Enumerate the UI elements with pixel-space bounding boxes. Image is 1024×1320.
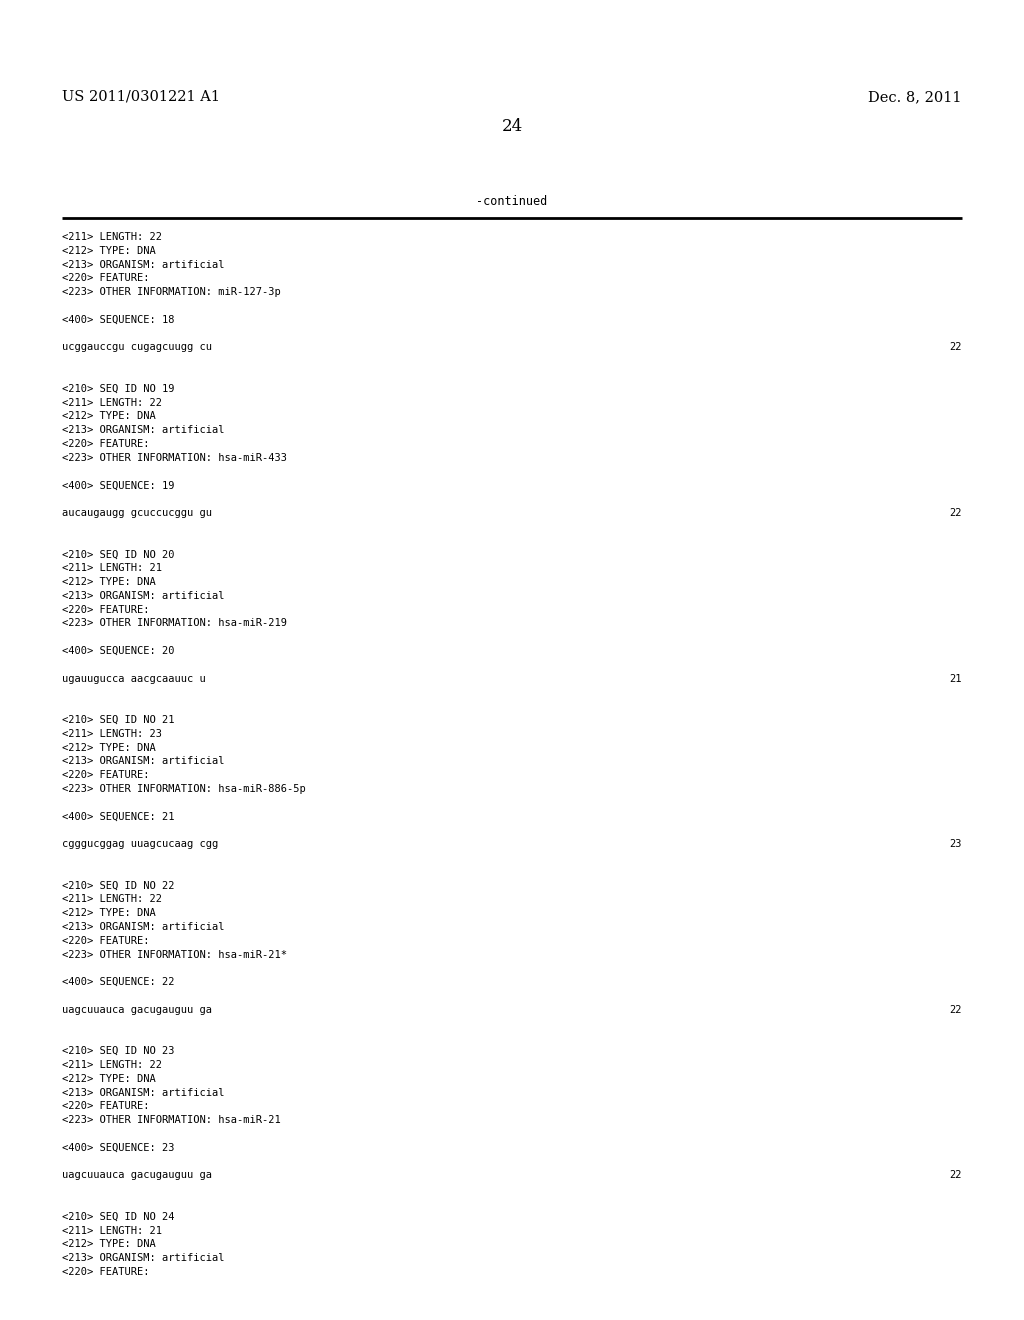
Text: <213> ORGANISM: artificial: <213> ORGANISM: artificial: [62, 756, 224, 767]
Text: <212> TYPE: DNA: <212> TYPE: DNA: [62, 577, 156, 587]
Text: <211> LENGTH: 21: <211> LENGTH: 21: [62, 1225, 162, 1236]
Text: <210> SEQ ID NO 24: <210> SEQ ID NO 24: [62, 1212, 174, 1222]
Text: <210> SEQ ID NO 21: <210> SEQ ID NO 21: [62, 715, 174, 725]
Text: <212> TYPE: DNA: <212> TYPE: DNA: [62, 743, 156, 752]
Text: <212> TYPE: DNA: <212> TYPE: DNA: [62, 1073, 156, 1084]
Text: <212> TYPE: DNA: <212> TYPE: DNA: [62, 246, 156, 256]
Text: <213> ORGANISM: artificial: <213> ORGANISM: artificial: [62, 1088, 224, 1098]
Text: uagcuuauca gacugauguu ga: uagcuuauca gacugauguu ga: [62, 1171, 212, 1180]
Text: <210> SEQ ID NO 19: <210> SEQ ID NO 19: [62, 384, 174, 393]
Text: <220> FEATURE:: <220> FEATURE:: [62, 605, 150, 615]
Text: <211> LENGTH: 22: <211> LENGTH: 22: [62, 397, 162, 408]
Text: Dec. 8, 2011: Dec. 8, 2011: [868, 90, 962, 104]
Text: <211> LENGTH: 22: <211> LENGTH: 22: [62, 232, 162, 242]
Text: aucaugaugg gcuccucggu gu: aucaugaugg gcuccucggu gu: [62, 508, 212, 517]
Text: <212> TYPE: DNA: <212> TYPE: DNA: [62, 1239, 156, 1250]
Text: 21: 21: [949, 673, 962, 684]
Text: <223> OTHER INFORMATION: hsa-miR-21: <223> OTHER INFORMATION: hsa-miR-21: [62, 1115, 281, 1125]
Text: <220> FEATURE:: <220> FEATURE:: [62, 770, 150, 780]
Text: <213> ORGANISM: artificial: <213> ORGANISM: artificial: [62, 260, 224, 269]
Text: <400> SEQUENCE: 19: <400> SEQUENCE: 19: [62, 480, 174, 491]
Text: <400> SEQUENCE: 23: <400> SEQUENCE: 23: [62, 1143, 174, 1152]
Text: 22: 22: [949, 342, 962, 352]
Text: <223> OTHER INFORMATION: hsa-miR-21*: <223> OTHER INFORMATION: hsa-miR-21*: [62, 949, 287, 960]
Text: 22: 22: [949, 508, 962, 517]
Text: <400> SEQUENCE: 18: <400> SEQUENCE: 18: [62, 314, 174, 325]
Text: cgggucggag uuagcucaag cgg: cgggucggag uuagcucaag cgg: [62, 840, 218, 849]
Text: <223> OTHER INFORMATION: hsa-miR-886-5p: <223> OTHER INFORMATION: hsa-miR-886-5p: [62, 784, 306, 795]
Text: <213> ORGANISM: artificial: <213> ORGANISM: artificial: [62, 591, 224, 601]
Text: ugauugucca aacgcaauuc u: ugauugucca aacgcaauuc u: [62, 673, 206, 684]
Text: <220> FEATURE:: <220> FEATURE:: [62, 1101, 150, 1111]
Text: -continued: -continued: [476, 195, 548, 209]
Text: <220> FEATURE:: <220> FEATURE:: [62, 1267, 150, 1276]
Text: <400> SEQUENCE: 22: <400> SEQUENCE: 22: [62, 977, 174, 987]
Text: 24: 24: [502, 117, 522, 135]
Text: <223> OTHER INFORMATION: hsa-miR-433: <223> OTHER INFORMATION: hsa-miR-433: [62, 453, 287, 463]
Text: 22: 22: [949, 1171, 962, 1180]
Text: <210> SEQ ID NO 23: <210> SEQ ID NO 23: [62, 1047, 174, 1056]
Text: <400> SEQUENCE: 21: <400> SEQUENCE: 21: [62, 812, 174, 821]
Text: <211> LENGTH: 23: <211> LENGTH: 23: [62, 729, 162, 739]
Text: 22: 22: [949, 1005, 962, 1015]
Text: US 2011/0301221 A1: US 2011/0301221 A1: [62, 90, 220, 104]
Text: <212> TYPE: DNA: <212> TYPE: DNA: [62, 412, 156, 421]
Text: <213> ORGANISM: artificial: <213> ORGANISM: artificial: [62, 921, 224, 932]
Text: <210> SEQ ID NO 20: <210> SEQ ID NO 20: [62, 549, 174, 560]
Text: <223> OTHER INFORMATION: hsa-miR-219: <223> OTHER INFORMATION: hsa-miR-219: [62, 618, 287, 628]
Text: <212> TYPE: DNA: <212> TYPE: DNA: [62, 908, 156, 919]
Text: <211> LENGTH: 22: <211> LENGTH: 22: [62, 1060, 162, 1071]
Text: <400> SEQUENCE: 20: <400> SEQUENCE: 20: [62, 645, 174, 656]
Text: <211> LENGTH: 21: <211> LENGTH: 21: [62, 564, 162, 573]
Text: ucggauccgu cugagcuugg cu: ucggauccgu cugagcuugg cu: [62, 342, 212, 352]
Text: <211> LENGTH: 22: <211> LENGTH: 22: [62, 895, 162, 904]
Text: <213> ORGANISM: artificial: <213> ORGANISM: artificial: [62, 425, 224, 436]
Text: <213> ORGANISM: artificial: <213> ORGANISM: artificial: [62, 1253, 224, 1263]
Text: 23: 23: [949, 840, 962, 849]
Text: <210> SEQ ID NO 22: <210> SEQ ID NO 22: [62, 880, 174, 891]
Text: <220> FEATURE:: <220> FEATURE:: [62, 273, 150, 284]
Text: uagcuuauca gacugauguu ga: uagcuuauca gacugauguu ga: [62, 1005, 212, 1015]
Text: <223> OTHER INFORMATION: miR-127-3p: <223> OTHER INFORMATION: miR-127-3p: [62, 288, 281, 297]
Text: <220> FEATURE:: <220> FEATURE:: [62, 440, 150, 449]
Text: <220> FEATURE:: <220> FEATURE:: [62, 936, 150, 946]
